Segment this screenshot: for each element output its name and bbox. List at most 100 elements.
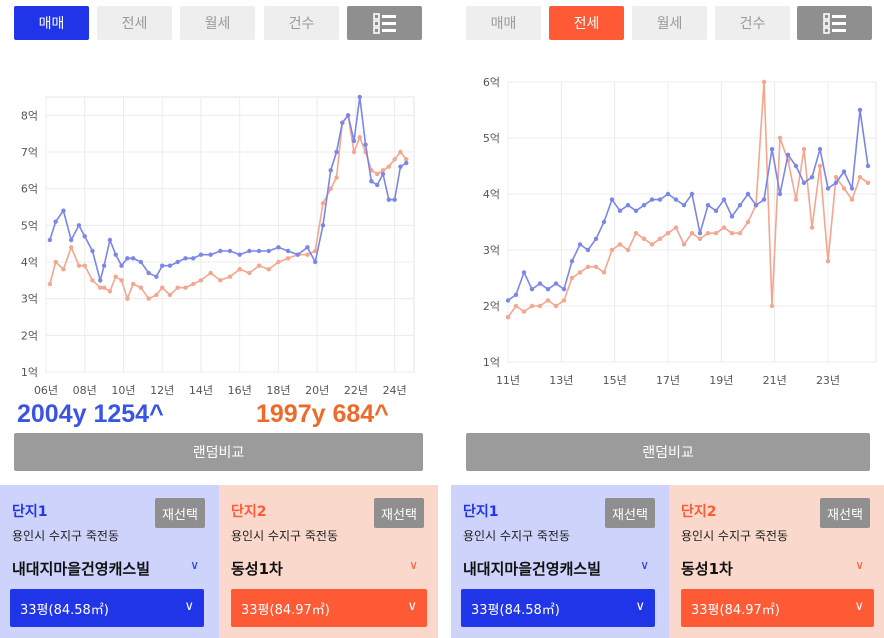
series-orange-point [154, 292, 159, 298]
chevron-down-icon[interactable]: ∨ [855, 558, 864, 572]
series-blue-point [753, 203, 759, 208]
chevron-down-icon[interactable]: ∨ [409, 558, 418, 572]
series-blue-point [737, 203, 743, 208]
x-tick-label: 17년 [656, 374, 680, 387]
series-orange-point [825, 259, 831, 264]
size-select[interactable]: 33평(84.97㎡) ∨ [681, 589, 874, 627]
y-tick-label: 5억 [21, 219, 38, 232]
series-blue-point [521, 270, 527, 275]
series-blue-point [817, 147, 823, 152]
size-select[interactable]: 33평(84.58㎡) ∨ [461, 589, 655, 627]
x-tick-label: 22년 [344, 384, 368, 397]
series-blue-point [276, 245, 281, 250]
series-orange-point [247, 270, 252, 276]
series-blue-point [729, 214, 735, 219]
series-blue-point [593, 236, 599, 241]
complex-name-select[interactable]: 동성1차 [681, 560, 733, 578]
series-orange-point [61, 267, 66, 272]
series-orange-point [641, 236, 647, 241]
series-orange-point [113, 274, 118, 279]
series-blue-point [641, 203, 647, 208]
size-select[interactable]: 33평(84.58㎡) ∨ [10, 589, 204, 627]
series-orange-point [237, 267, 242, 272]
y-tick-label: 4억 [21, 256, 38, 269]
random-compare-button[interactable]: 랜덤비교 [466, 433, 870, 471]
series-blue-point [90, 248, 95, 254]
tab-jeonse[interactable]: 전세 [549, 6, 624, 40]
y-tick-label: 1억 [21, 366, 38, 379]
reselect-button[interactable]: 재선택 [374, 498, 424, 528]
series-orange-point [380, 168, 386, 173]
series-blue-point [369, 179, 374, 184]
overlay-orange-text: 1997y 684^ [256, 400, 389, 428]
series-blue-point [689, 191, 695, 197]
tab-count[interactable]: 건수 [715, 6, 790, 40]
reselect-button[interactable]: 재선택 [605, 498, 655, 528]
series-blue-point [809, 175, 815, 180]
series-orange-point [218, 278, 223, 283]
series-blue-point [386, 197, 392, 202]
series-blue-point [119, 263, 124, 268]
jeonse-chart: 1억 2억 3억 4억 5억 6억 11년 13년 15년 17년 19년 21년 23년 [448, 70, 884, 410]
size-label: 33평(84.97㎡) [241, 602, 330, 618]
y-tick-label: 5억 [483, 132, 500, 145]
series-orange-point [357, 135, 362, 140]
series-blue-point [793, 163, 799, 169]
tab-count[interactable]: 건수 [264, 6, 339, 40]
tab-sale[interactable]: 매매 [466, 6, 541, 40]
series-blue-point [328, 168, 333, 173]
series-blue-point [705, 203, 711, 208]
series-blue-point [380, 171, 386, 177]
series-orange-point [398, 149, 403, 155]
series-orange-point [537, 303, 543, 309]
series-orange-point [585, 264, 591, 269]
series-blue-point [256, 248, 262, 254]
tab-jeonse[interactable]: 전세 [97, 6, 172, 40]
series-orange-point [857, 175, 863, 180]
series-blue-point [513, 292, 519, 297]
chevron-down-icon[interactable]: ∨ [190, 558, 199, 572]
series-orange-point [191, 281, 196, 287]
series-blue-point [841, 169, 847, 174]
list-view-button[interactable] [797, 6, 872, 40]
series-orange-point [665, 231, 671, 236]
series-orange-point [545, 298, 551, 303]
complex-name-select[interactable]: 내대지마을건영캐스빌 [12, 560, 151, 578]
x-tick-label: 14년 [189, 384, 213, 397]
tab-monthly[interactable]: 월세 [180, 6, 255, 40]
size-select[interactable]: 33평(84.97㎡) ∨ [231, 589, 427, 627]
series-blue-point [227, 248, 233, 254]
card-address: 용인시 수지구 죽전동 [681, 529, 788, 543]
plot-frame [507, 81, 877, 363]
x-tick-label: 08년 [73, 384, 97, 397]
series-blue-point [138, 259, 144, 265]
chevron-down-icon: ∨ [635, 599, 645, 614]
series-blue-point [777, 191, 783, 197]
y-tick-label: 8억 [21, 109, 38, 122]
x-tick-label: 12년 [150, 384, 174, 397]
series-orange-point [769, 303, 775, 309]
series-blue-point [334, 149, 339, 155]
tab-monthly[interactable]: 월세 [632, 6, 707, 40]
complex-name-select[interactable]: 내대지마을건영캐스빌 [463, 560, 602, 578]
series-orange-point [513, 303, 519, 309]
complex-name-select[interactable]: 동성1차 [231, 560, 283, 578]
reselect-button[interactable]: 재선택 [155, 498, 205, 528]
series-orange-point [119, 278, 124, 283]
chevron-down-icon[interactable]: ∨ [640, 558, 649, 572]
reselect-button[interactable]: 재선택 [820, 498, 870, 528]
x-tick-label: 19년 [709, 374, 733, 387]
y-tick-label: 1억 [483, 356, 500, 369]
series-orange-point [593, 264, 599, 269]
card-address: 용인시 수지구 죽전동 [12, 529, 119, 543]
series-blue-point [351, 138, 357, 144]
series-blue-point [769, 147, 775, 152]
card-address: 용인시 수지구 죽전동 [231, 529, 338, 543]
tab-sale[interactable]: 매매 [14, 6, 89, 40]
list-view-button[interactable] [347, 6, 422, 40]
right-panel: 매매 전세 월세 건수 1억 2억 3억 4억 5억 6억 11년 13년 15년 17년 19년 2… [448, 0, 884, 638]
series-blue-point [167, 263, 173, 268]
series-orange-point [833, 175, 839, 180]
series-blue-point [285, 248, 291, 254]
random-compare-button[interactable]: 랜덤비교 [14, 433, 423, 471]
